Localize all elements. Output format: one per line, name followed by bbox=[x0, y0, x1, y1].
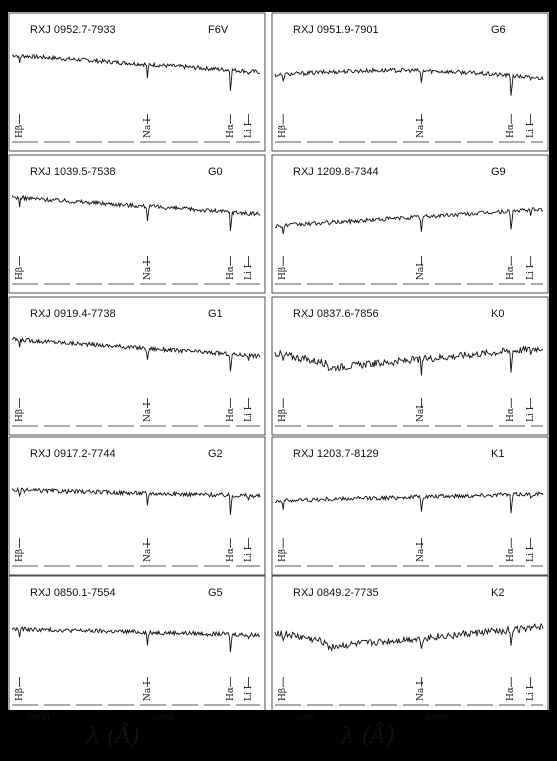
panel-frame bbox=[8, 154, 266, 294]
spectral-line-label: Na I bbox=[142, 260, 153, 280]
panel-frame bbox=[271, 296, 549, 436]
spectrum-panel bbox=[8, 436, 266, 576]
spectrum-line bbox=[11, 336, 261, 372]
spectral-line-label: Hα bbox=[225, 408, 236, 422]
spectral-type: G1 bbox=[208, 308, 223, 320]
spectrum-line bbox=[274, 207, 544, 235]
spectrum-panel bbox=[271, 575, 549, 710]
spectral-line-label: Na I bbox=[416, 542, 427, 562]
x-axis-title: λ (Å) bbox=[86, 724, 140, 749]
spectrum-panel bbox=[271, 154, 549, 294]
x-tick-label: 5000 bbox=[26, 714, 50, 724]
spectral-line-label: Hβ bbox=[14, 266, 25, 280]
spectrum-panel bbox=[8, 12, 266, 152]
spectral-line-label: Hβ bbox=[14, 124, 25, 138]
spectrum-line bbox=[11, 626, 261, 653]
spectral-type: K2 bbox=[491, 587, 505, 599]
spectral-line-label: Hβ bbox=[278, 548, 289, 562]
figure-sheet: Hβ Na I Hα Li I RXJ 0952.7-7933 F6V Hβ Na I Hα Li… bbox=[8, 12, 549, 749]
spectrum-panel bbox=[8, 575, 266, 710]
spectral-line-label: Hβ bbox=[14, 687, 25, 701]
spectrum-line bbox=[11, 486, 261, 515]
spectral-line-label: NaI bbox=[416, 405, 427, 422]
spectral-type: K1 bbox=[491, 448, 505, 460]
spectral-line-label: Li I bbox=[243, 264, 254, 280]
spectral-line-label: Na I bbox=[142, 402, 153, 422]
x-tick-label: 6000 bbox=[425, 714, 449, 724]
spectral-line-label: Li I bbox=[243, 546, 254, 562]
spectrum-panel bbox=[271, 296, 549, 436]
spectral-line-label: Hβ bbox=[278, 687, 289, 701]
spectrum-line bbox=[11, 194, 261, 232]
star-name: RXJ 1209.8-7344 bbox=[293, 166, 379, 178]
spectral-line-label: Hα bbox=[506, 548, 517, 562]
spectrum-panel bbox=[8, 296, 266, 436]
spectral-line-label: Na I bbox=[142, 542, 153, 562]
spectral-line-label: Hβ bbox=[14, 548, 25, 562]
panel-frame bbox=[271, 12, 549, 152]
star-name: RXJ 0837.6-7856 bbox=[293, 308, 379, 320]
spectral-line-label: Hβ bbox=[278, 266, 289, 280]
star-name: RXJ 0917.2-7744 bbox=[30, 448, 116, 460]
panel-frame bbox=[8, 296, 266, 436]
spectral-line-label: Hα bbox=[225, 124, 236, 138]
spectral-line-label: Na I bbox=[142, 681, 153, 701]
panel-frame bbox=[8, 12, 266, 152]
spectral-line-label: Hβ bbox=[14, 408, 25, 422]
spectral-line-label: Hα bbox=[506, 687, 517, 701]
spectral-type: G9 bbox=[491, 166, 506, 178]
spectral-line-label: Na I bbox=[416, 681, 427, 701]
x-tick-label: 5000 bbox=[291, 714, 315, 724]
spectral-line-label: Hα bbox=[506, 124, 517, 138]
spectrum-line bbox=[274, 491, 544, 514]
spectral-line-label: Hα bbox=[506, 266, 517, 280]
spectral-line-label: Li I bbox=[525, 122, 536, 138]
spectrum-line bbox=[274, 622, 544, 652]
spectrum-line bbox=[11, 53, 261, 91]
spectral-type: G2 bbox=[208, 448, 223, 460]
spectral-type: G6 bbox=[491, 24, 506, 36]
spectral-line-label: Na I bbox=[416, 118, 427, 138]
spectral-type: G5 bbox=[208, 587, 223, 599]
spectral-line-label: Li I bbox=[525, 264, 536, 280]
spectrum-panel bbox=[271, 12, 549, 152]
spectra-figure bbox=[8, 12, 549, 710]
spectral-line-label: Hβ bbox=[278, 408, 289, 422]
spectral-type: G0 bbox=[208, 166, 223, 178]
spectral-line-label: Na I bbox=[142, 118, 153, 138]
spectral-line-label: Li I bbox=[525, 406, 536, 422]
star-name: RXJ 0850.1-7554 bbox=[30, 587, 116, 599]
panel-frame bbox=[8, 436, 266, 576]
spectrum-panel bbox=[8, 154, 266, 294]
spectral-line-label: Li I bbox=[243, 685, 254, 701]
spectral-line-label: Li I bbox=[243, 406, 254, 422]
star-name: RXJ 0951.9-7901 bbox=[293, 24, 379, 36]
panel-frame bbox=[271, 575, 549, 710]
spectral-type: F6V bbox=[208, 24, 229, 36]
spectral-line-label: Hα bbox=[506, 408, 517, 422]
panel-frame bbox=[271, 436, 549, 576]
x-axis-title: λ (Å) bbox=[341, 724, 395, 749]
panel-frame bbox=[271, 154, 549, 294]
x-tick-label: 6000 bbox=[150, 714, 174, 724]
spectrum-line bbox=[274, 67, 544, 96]
spectral-line-label: Hα bbox=[225, 687, 236, 701]
star-name: RXJ 0919.4-7738 bbox=[30, 308, 116, 320]
star-name: RXJ 0849.2-7735 bbox=[293, 587, 379, 599]
star-name: RXJ 1203.7-8129 bbox=[293, 448, 379, 460]
spectral-line-label: Hα bbox=[225, 548, 236, 562]
spectral-line-label: Hβ bbox=[278, 124, 289, 138]
spectrum-panel bbox=[271, 436, 549, 576]
spectral-type: K0 bbox=[491, 308, 505, 320]
spectral-line-label: Hα bbox=[225, 266, 236, 280]
star-name: RXJ 0952.7-7933 bbox=[30, 24, 116, 36]
spectral-line-label: Li I bbox=[525, 546, 536, 562]
spectral-line-label: NaI bbox=[416, 263, 427, 280]
spectral-line-label: Li I bbox=[243, 122, 254, 138]
panel-frame bbox=[8, 575, 266, 710]
spectrum-line bbox=[274, 345, 544, 376]
spectral-line-label: Li I bbox=[525, 685, 536, 701]
star-name: RXJ 1039.5-7538 bbox=[30, 166, 116, 178]
